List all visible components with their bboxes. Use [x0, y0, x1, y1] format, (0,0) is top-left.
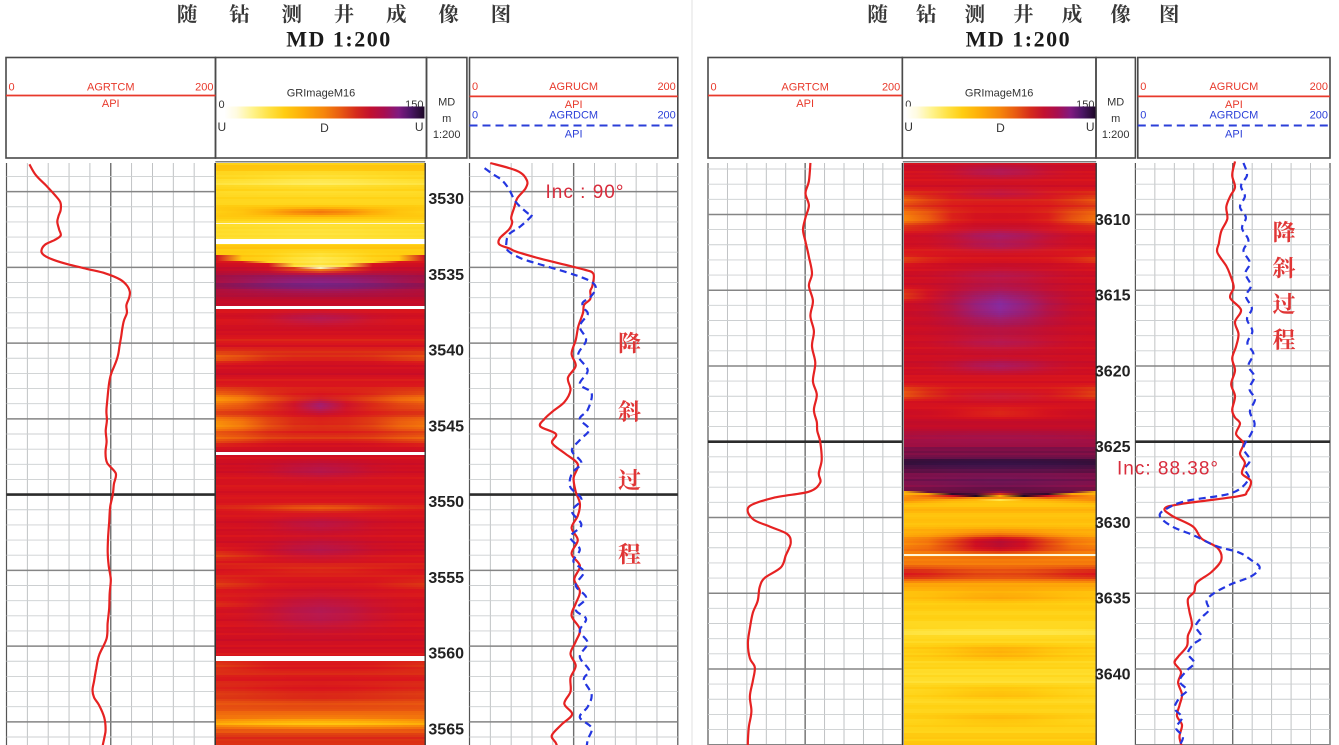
svg-text:D: D — [996, 121, 1005, 135]
svg-text:U: U — [1086, 120, 1095, 134]
svg-text:AGRUCM: AGRUCM — [549, 81, 598, 93]
svg-text:0: 0 — [472, 81, 478, 93]
svg-text:3565: 3565 — [428, 721, 464, 738]
svg-text:MD: MD — [438, 97, 455, 109]
svg-text:AGRUCM: AGRUCM — [1209, 81, 1258, 93]
svg-text:3635: 3635 — [1095, 591, 1131, 608]
svg-text:AGRTCM: AGRTCM — [87, 82, 134, 94]
svg-text:GRImageM16: GRImageM16 — [287, 88, 355, 100]
svg-text:3625: 3625 — [1095, 439, 1131, 456]
svg-text:0: 0 — [219, 99, 225, 111]
svg-text:0: 0 — [1140, 81, 1146, 93]
svg-text:Inc : 90°: Inc : 90° — [546, 182, 625, 203]
svg-text:MD 1:200: MD 1:200 — [286, 27, 391, 52]
svg-text:MD: MD — [1107, 97, 1124, 109]
svg-text:D: D — [320, 121, 329, 135]
svg-text:3630: 3630 — [1095, 515, 1131, 532]
svg-text:3610: 3610 — [1095, 212, 1131, 229]
svg-text:m: m — [1111, 113, 1120, 125]
svg-text:GRImageM16: GRImageM16 — [965, 88, 1033, 100]
svg-text:0: 0 — [711, 82, 717, 94]
svg-text:U: U — [218, 120, 227, 134]
svg-text:AGRTCM: AGRTCM — [781, 82, 828, 94]
svg-text:3530: 3530 — [428, 191, 464, 208]
svg-text:200: 200 — [882, 82, 900, 94]
svg-text:U: U — [415, 120, 424, 134]
svg-text:3615: 3615 — [1095, 288, 1131, 305]
svg-text:200: 200 — [1310, 81, 1328, 93]
svg-text:0: 0 — [905, 99, 911, 111]
svg-text:API: API — [102, 98, 120, 110]
svg-text:0: 0 — [472, 110, 478, 122]
svg-text:200: 200 — [1310, 110, 1328, 122]
svg-text:AGRDCM: AGRDCM — [1209, 110, 1258, 122]
svg-text:3620: 3620 — [1095, 363, 1131, 380]
svg-text:3560: 3560 — [428, 646, 464, 663]
svg-text:MD 1:200: MD 1:200 — [966, 27, 1071, 52]
svg-text:0: 0 — [9, 82, 15, 94]
svg-text:200: 200 — [657, 81, 675, 93]
svg-text:U: U — [904, 120, 913, 134]
svg-text:API: API — [565, 129, 583, 141]
svg-text:m: m — [442, 113, 451, 125]
svg-text:3540: 3540 — [428, 343, 464, 360]
svg-text:200: 200 — [657, 110, 675, 122]
svg-text:API: API — [565, 99, 583, 111]
svg-text:API: API — [1225, 99, 1243, 111]
svg-text:0: 0 — [1140, 110, 1146, 122]
svg-text:3535: 3535 — [428, 267, 464, 284]
svg-text:API: API — [1225, 129, 1243, 141]
svg-text:3545: 3545 — [428, 418, 464, 435]
svg-text:Inc: 88.38°: Inc: 88.38° — [1117, 459, 1219, 480]
svg-text:AGRDCM: AGRDCM — [549, 110, 598, 122]
svg-text:1:200: 1:200 — [1102, 129, 1130, 141]
svg-text:3550: 3550 — [428, 494, 464, 511]
svg-text:API: API — [796, 98, 814, 110]
svg-text:200: 200 — [195, 82, 213, 94]
svg-text:3640: 3640 — [1095, 667, 1131, 684]
svg-text:1:200: 1:200 — [433, 129, 461, 141]
svg-text:3555: 3555 — [428, 570, 464, 587]
